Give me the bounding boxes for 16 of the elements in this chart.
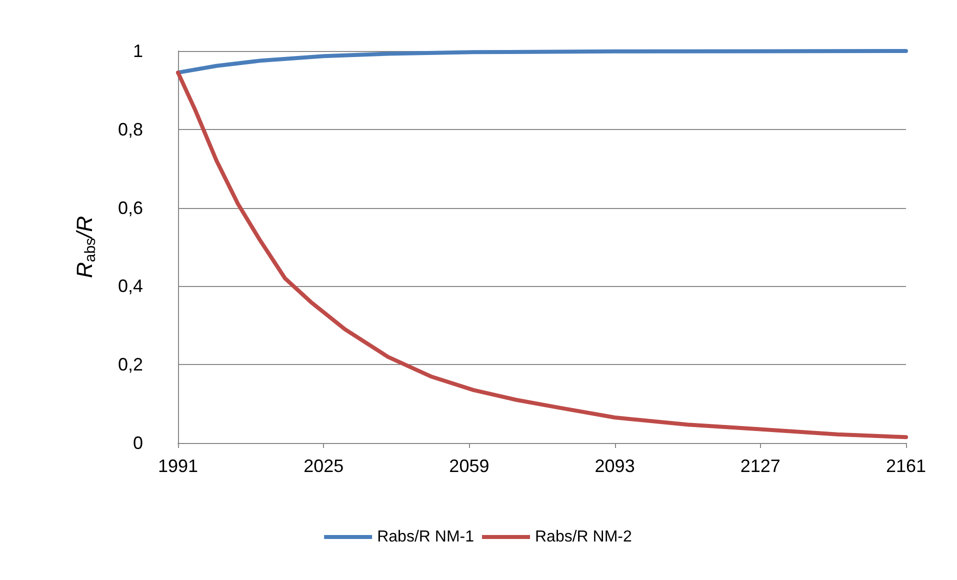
x-tick-label: 2059 (449, 456, 490, 476)
y-tick-label: 0 (132, 433, 143, 453)
y-tick-label: 0,6 (118, 198, 143, 218)
y-axis-title: Rabs/R (72, 216, 99, 278)
x-tick-label: 2127 (740, 456, 780, 476)
x-tick-label: 1991 (158, 456, 198, 476)
y-tick-label: 1 (132, 41, 143, 61)
legend-label: Rabs/R NM-2 (535, 528, 632, 546)
y-tick-label: 0,2 (118, 354, 143, 375)
y-tick-label: 0,4 (118, 276, 143, 296)
line-series (176, 70, 908, 440)
x-tick-label: 2093 (594, 456, 635, 476)
x-tick-label: 2025 (304, 456, 344, 476)
y-tick-label: 0,8 (118, 119, 143, 140)
legend-label: Rabs/R NM-1 (377, 528, 474, 546)
x-tick-label: 2161 (886, 456, 926, 476)
